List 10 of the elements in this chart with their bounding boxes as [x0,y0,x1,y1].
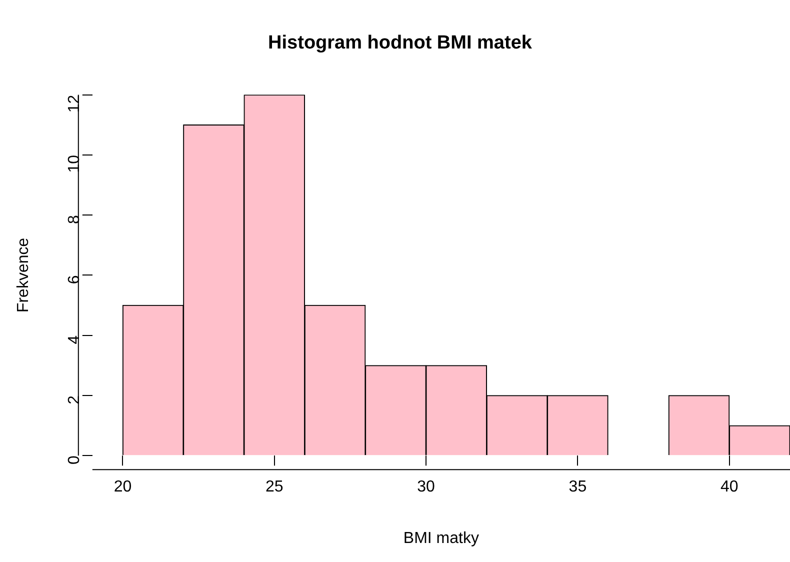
x-tick-label: 20 [114,478,132,496]
y-axis-title: Frekvence [15,238,32,313]
x-axis-title: BMI matky [403,530,479,547]
y-tick-label: 0 [66,456,83,465]
chart-title: Histogram hodnot BMI matek [268,32,532,54]
y-tick-label: 4 [66,335,83,344]
x-tick-label: 25 [265,478,284,496]
x-tick-label: 35 [568,478,587,496]
x-tick-label: 40 [720,478,738,496]
x-tick-label: 30 [417,478,436,496]
